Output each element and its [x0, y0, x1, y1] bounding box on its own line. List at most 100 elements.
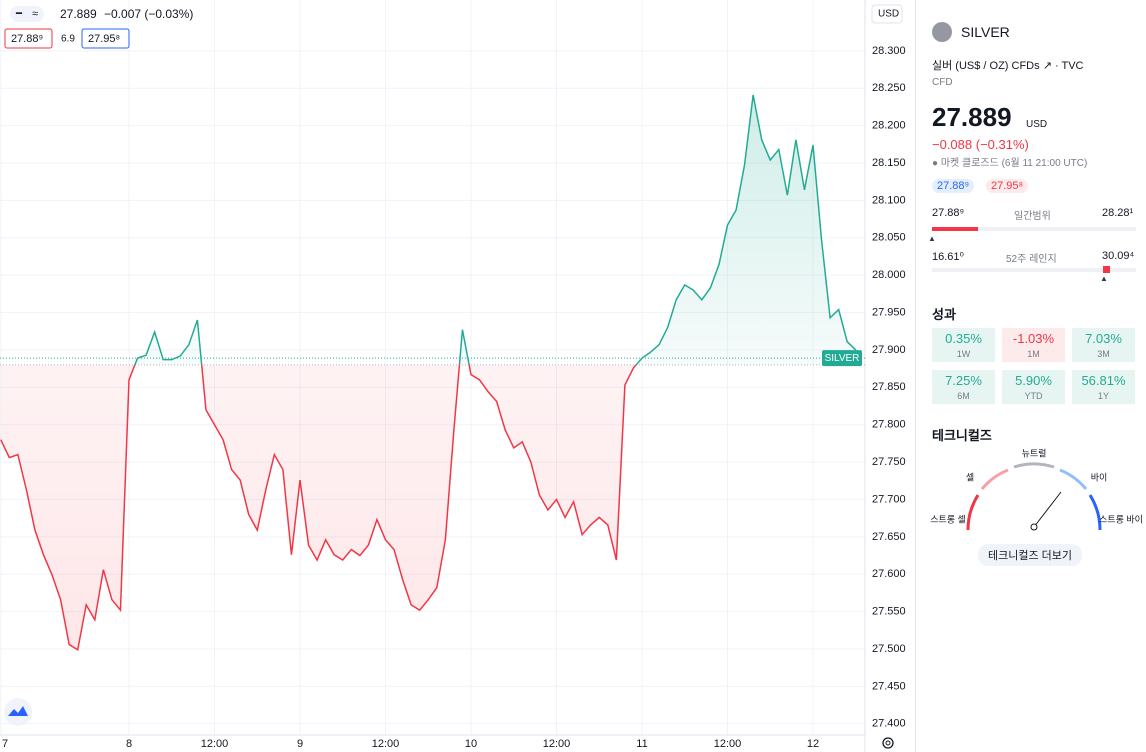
description-text: 실버 (US$ / OZ) CFDs: [932, 60, 1040, 72]
y-tick-label: 27.750: [872, 456, 906, 468]
bid-box[interactable]: [4, 28, 53, 49]
year-high: 30.09⁴: [1102, 250, 1135, 262]
price-currency: USD: [1026, 119, 1048, 130]
performance-value: 56.81%: [1081, 373, 1126, 388]
chart: ━ ≈ 27.889 −0.007 (−0.03%) 27.88⁹ 6.9 27…: [0, 0, 906, 752]
status: ● 마켓 클로즈드 (6월 11 21:00 UTC): [932, 158, 1088, 169]
performance-value: 5.90%: [1015, 373, 1052, 388]
x-tick-label: 12:00: [201, 738, 229, 750]
gear[interactable]: [882, 737, 894, 749]
y-tick-label: 28.300: [872, 45, 906, 57]
y-tick-label: 27.500: [872, 643, 906, 655]
price-line: [0, 94, 857, 651]
bid: 27.88⁹: [11, 33, 43, 45]
gauge-sell: [980, 468, 1009, 490]
gauge-label: 뉴트럴: [1022, 448, 1047, 458]
gauge-label: 셀: [966, 472, 974, 482]
x-tick-label: 12:00: [714, 738, 742, 750]
gauge-label: 스트롱 바이: [1099, 514, 1143, 524]
legend-icon-glyph: ≈: [32, 8, 38, 20]
y-tick-label: 27.400: [872, 718, 906, 730]
gauge-pivot: [1030, 523, 1038, 531]
legend: ━ ≈ 27.889 −0.007 (−0.03%) 27.88⁹ 6.9 27…: [4, 6, 193, 49]
gauge-needle: [1033, 491, 1062, 528]
y-tick-label: 27.600: [872, 568, 906, 580]
change: −0.088 (−0.31%): [932, 137, 1029, 152]
x-tick-label: 10: [465, 738, 477, 750]
currency-box[interactable]: [871, 4, 903, 24]
settings-icon[interactable]: [882, 737, 894, 749]
currency: USD: [878, 9, 899, 20]
x-tick-label: 7: [2, 738, 8, 750]
performance-cell[interactable]: 7.25% 6M: [932, 370, 995, 404]
performance-period: 3M: [1097, 349, 1110, 359]
technicals-button[interactable]: 테크니컬즈 더보기: [978, 544, 1083, 566]
gauge-neutral: [1013, 462, 1055, 469]
gauge-strong-buy: [1088, 494, 1102, 531]
day-high: 28.28¹: [1102, 207, 1134, 219]
performance-value: -1.03%: [1012, 331, 1055, 346]
performance-value: 7.25%: [945, 373, 982, 388]
description: 실버 (US$ / OZ) CFDs ↗ · TVC: [932, 60, 1084, 72]
gauge-buy: [1059, 468, 1088, 490]
logo-glyph: [8, 706, 28, 716]
y-tick-label: 28.000: [872, 269, 906, 281]
performance-period: 1Y: [1097, 391, 1109, 401]
performance-value: 0.35%: [945, 331, 982, 346]
year-marker: ▲: [1100, 274, 1108, 283]
y-tick-label: 27.850: [872, 381, 906, 393]
x-tick-label: 9: [297, 738, 303, 750]
performance-cell[interactable]: 7.03% 3M: [1072, 328, 1135, 362]
external-link[interactable]: ↗: [1042, 60, 1052, 72]
y-tick-label: 28.200: [872, 120, 906, 132]
performance-period: 1M: [1027, 349, 1040, 359]
performance-period: 1W: [956, 349, 971, 359]
performance-title: 성과: [932, 307, 956, 322]
y-tick-label: 27.650: [872, 531, 906, 543]
performance-cell[interactable]: -1.03% 1M: [1002, 328, 1065, 362]
performance-cell[interactable]: 56.81% 1Y: [1072, 370, 1135, 404]
gauge-strong-sell: [966, 494, 980, 531]
x-tick-label: 12: [807, 738, 819, 750]
series-label-bg: [822, 350, 862, 367]
symbol[interactable]: SILVER: [961, 24, 1010, 40]
logo-bg: [4, 698, 32, 726]
y-tick-label: 27.700: [872, 493, 906, 505]
day-range-label: 일간범위: [1014, 211, 1051, 222]
spread: 6.9: [61, 34, 75, 45]
day-range-fill: [932, 227, 978, 231]
year-low: 16.61⁰: [932, 251, 964, 263]
y-tick-label: 28.150: [872, 157, 906, 169]
x-tick-label: 12:00: [372, 738, 400, 750]
ask: 27.95⁸: [88, 33, 120, 45]
y-tick-label: 28.250: [872, 82, 906, 94]
gauge: 스트롱 셀 셀 뉴트럴 바이 스트롱 바이: [930, 448, 1143, 531]
legend-icon[interactable]: [10, 6, 44, 22]
y-tick-label: 27.950: [872, 306, 906, 318]
day-range-track: [932, 227, 1136, 231]
gauge-label: 바이: [1091, 472, 1108, 482]
source[interactable]: TVC: [1061, 60, 1084, 72]
legend-change: −0.007 (−0.03%): [104, 7, 193, 21]
area-fill: [0, 94, 856, 650]
y-tick-label: 27.450: [872, 680, 906, 692]
series-label: SILVER: [825, 353, 860, 364]
status-text: 마켓 클로즈드: [940, 158, 999, 169]
gear-center: [885, 740, 891, 746]
panel-bid: 27.88⁹: [932, 179, 975, 193]
day-low: 27.88⁹: [932, 207, 965, 219]
performance-cell[interactable]: 5.90% YTD: [1002, 370, 1065, 404]
legend-icon-glyph: ━: [15, 9, 23, 20]
year-range-label: 52주 레인지: [1006, 254, 1057, 265]
year-range-marker: [1103, 266, 1110, 273]
y-tick-label: 28.100: [872, 194, 906, 206]
performance-cell[interactable]: 0.35% 1W: [932, 328, 995, 362]
performance-period: 6M: [957, 391, 970, 401]
x-tick-label: 11: [636, 738, 647, 750]
symbol-panel: SILVER 실버 (US$ / OZ) CFDs ↗ · TVC CFD 27…: [915, 0, 1146, 752]
ask-box[interactable]: [81, 28, 130, 49]
price: 27.889: [932, 102, 1012, 132]
y-tick-label: 27.900: [872, 344, 906, 356]
y-tick-label: 28.050: [872, 232, 906, 244]
